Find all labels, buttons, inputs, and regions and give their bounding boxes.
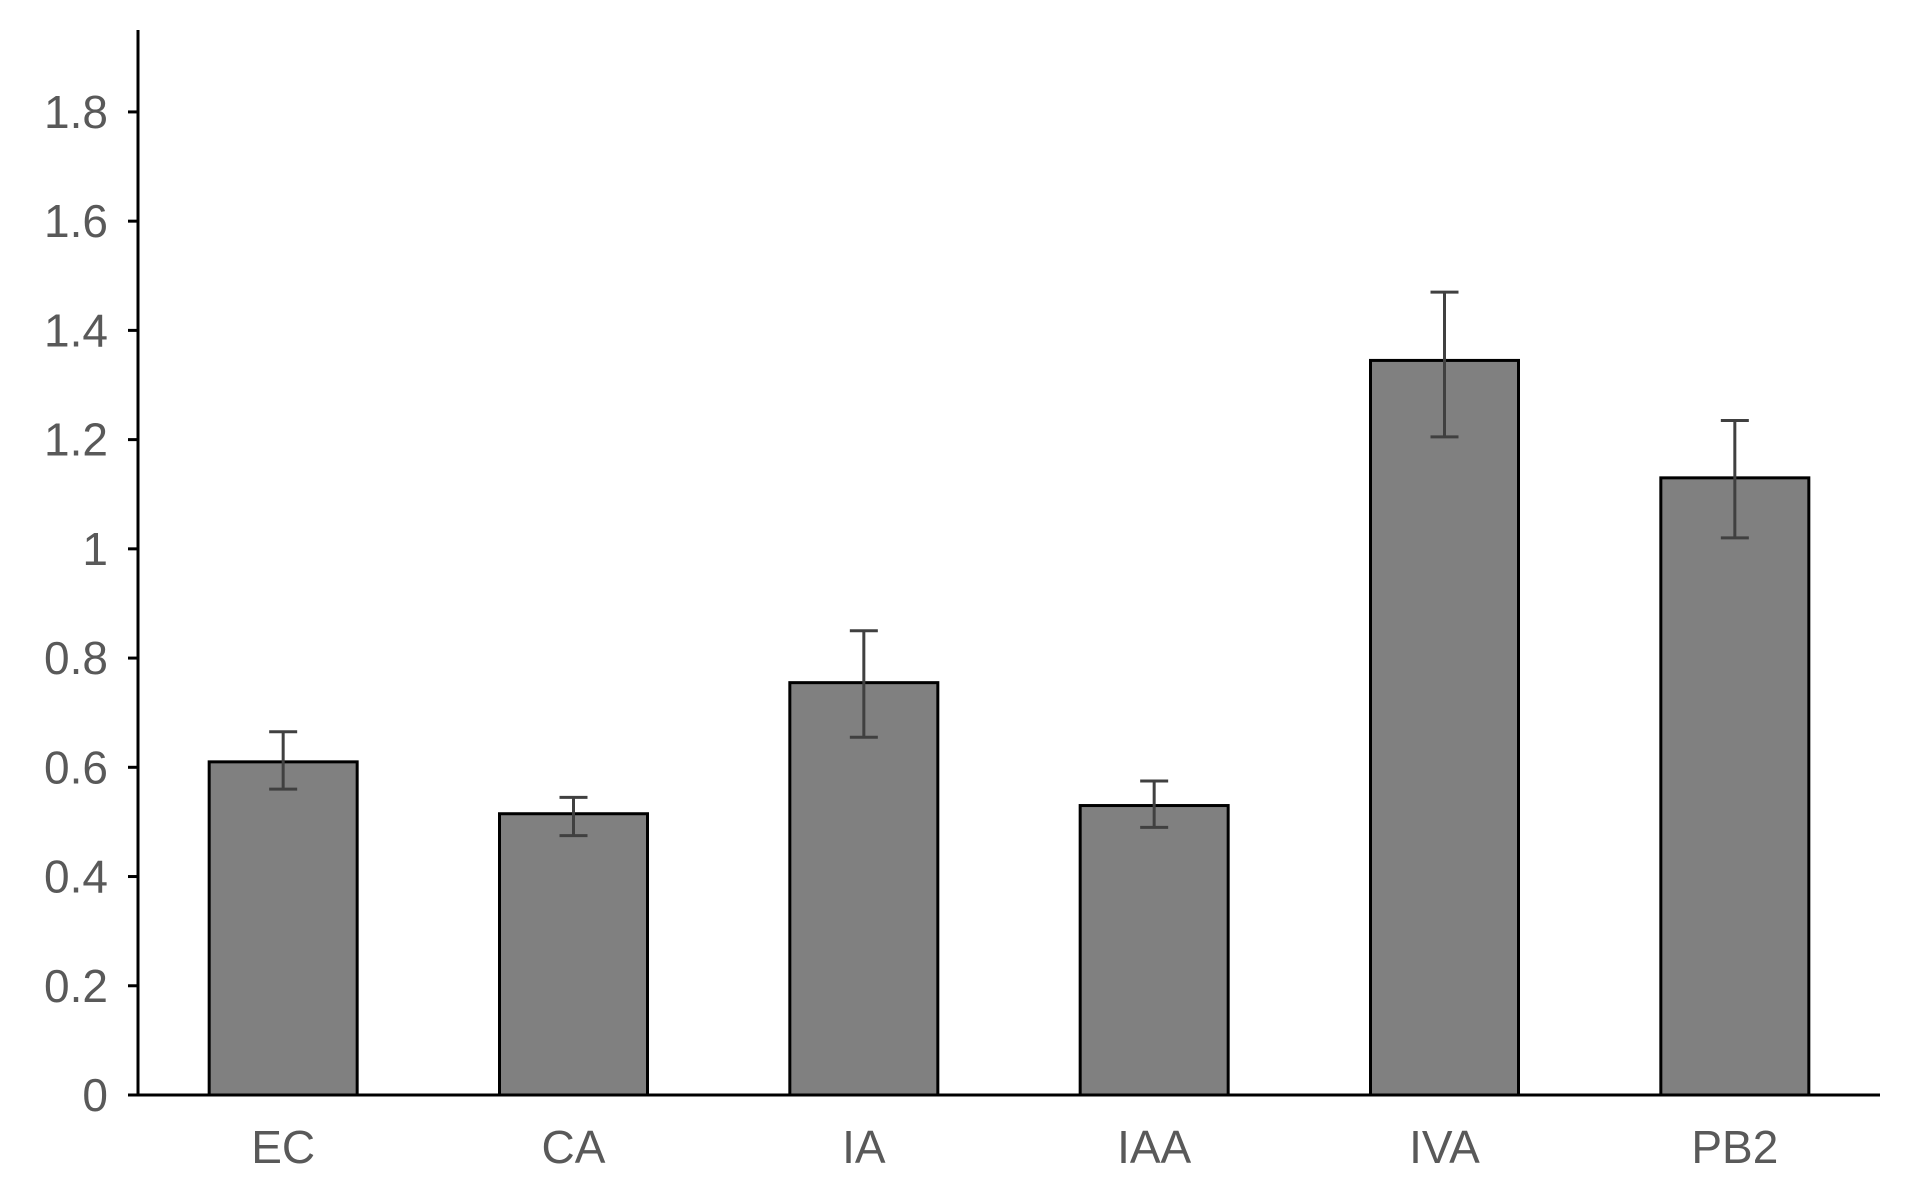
error-bar-ca	[559, 795, 588, 838]
x-tick-label-iaa: IAA	[1117, 1121, 1191, 1173]
y-tick-label: 1.6	[44, 195, 108, 247]
x-tick-label-ec: EC	[251, 1121, 315, 1173]
bars	[207, 358, 1811, 1097]
y-tick-label: 0.8	[44, 632, 108, 684]
x-tick-label-ia: IA	[842, 1121, 886, 1173]
y-tick-label: 0	[82, 1069, 108, 1121]
bar-iaa	[1078, 804, 1230, 1097]
x-tick-label-iva: IVA	[1409, 1121, 1480, 1173]
bar-pb2	[1659, 476, 1811, 1097]
error-bars	[269, 290, 1749, 838]
error-bar-pb2	[1720, 419, 1749, 540]
y-tick-label: 1.8	[44, 86, 108, 138]
error-bar-ec	[269, 730, 298, 791]
error-bar-iaa	[1140, 779, 1169, 829]
bar-ia	[788, 681, 940, 1097]
x-axis-labels: EC CA IA IAA IVA PB2	[251, 1121, 1778, 1173]
y-axis-ticks: 0 0.2 0.4 0.6 0.8 1 1.2 1.4 1.6 1.8	[44, 86, 138, 1121]
error-bar-ia	[849, 629, 878, 739]
y-tick-label: 1	[82, 523, 108, 575]
x-tick-label-pb2: PB2	[1691, 1121, 1778, 1173]
bar-iva	[1369, 358, 1520, 1097]
x-tick-label-ca: CA	[542, 1121, 606, 1173]
y-tick-label: 0.4	[44, 851, 108, 903]
error-bar-iva	[1430, 290, 1459, 439]
bar-ec	[207, 760, 359, 1097]
y-tick-label: 1.2	[44, 414, 108, 466]
y-tick-label: 0.6	[44, 741, 108, 793]
y-tick-label: 0.2	[44, 960, 108, 1012]
bar-ca	[498, 812, 649, 1097]
y-tick-label: 1.4	[44, 304, 108, 356]
